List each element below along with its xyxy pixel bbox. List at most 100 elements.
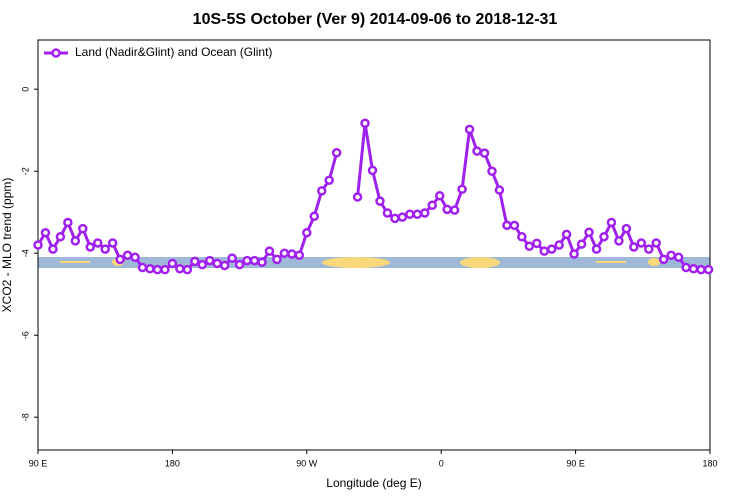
data-point [302,227,312,238]
data-point [658,254,669,265]
data-point [92,238,103,248]
legend-marker [51,48,61,58]
data-point [197,259,208,270]
data-point [532,238,542,249]
data-point [331,148,342,158]
data-point [673,252,684,263]
data-point [561,229,572,240]
data-point [48,244,58,254]
x-tick-label: 90 W [296,458,318,468]
data-point [367,165,378,176]
data-point [382,208,393,218]
data-point [554,240,564,250]
y-tick-label: -8 [20,413,30,421]
data-point [576,239,587,249]
data-point [375,196,385,206]
data-point [472,146,482,156]
data-point [182,264,193,275]
data-point [204,255,215,266]
data-point [666,250,676,260]
data-point [524,241,535,251]
data-point [63,217,73,228]
data-point [681,262,691,273]
data-point [479,148,490,158]
data-point [272,254,282,265]
data-point [115,254,125,265]
x-tick-label: 90 E [29,458,48,468]
data-point [546,244,557,254]
data-point [145,264,155,274]
y-tick-label: -2 [20,167,30,175]
data-point [294,250,305,260]
x-axis-label: Longitude (deg E) [326,476,421,490]
data-point [405,209,415,219]
data-point [264,246,275,256]
data-point [352,192,363,202]
data-point [242,255,252,266]
data-point [190,256,200,267]
data-point [257,257,267,267]
data-point [569,249,579,259]
data-point [55,232,66,242]
data-point [509,220,520,231]
data-point [427,200,437,210]
data-point [234,259,245,270]
data-point [390,213,400,224]
data-point [212,258,222,269]
data-point [316,186,327,196]
data-point [227,253,237,263]
data-point [591,244,602,254]
data-point [636,238,647,248]
data-point [130,252,140,263]
data-point [152,264,163,275]
data-point [442,204,452,215]
y-tick-label: 0 [20,87,30,92]
data-point [397,212,408,222]
x-tick-label: 0 [439,458,444,468]
data-point [644,244,654,254]
data-point [175,264,185,274]
x-tick-label: 180 [165,458,180,468]
data-point [100,244,110,254]
data-point [651,238,661,248]
x-tick-label: 180 [702,458,717,468]
y-axis-label: XCO2 - MLO trend (ppm) [0,178,14,313]
data-point [599,232,609,242]
data-point [696,264,706,275]
data-point [621,223,632,234]
data-point [412,209,423,219]
data-point [434,191,445,201]
data-point [449,205,460,215]
data-point [487,166,497,176]
data-point [85,242,96,252]
plot-frame [37,39,711,451]
data-point [464,124,475,135]
data-point [324,175,334,185]
data-point [517,232,527,242]
data-point [309,211,320,222]
y-tick-label: -6 [20,331,30,339]
data-point [606,217,617,228]
data-point [137,262,148,273]
data-point [287,249,297,259]
data-point [629,242,639,252]
data-point [502,220,512,231]
data-point [360,118,370,128]
data-point [494,185,505,195]
data-point [539,246,549,256]
data-point [420,208,430,218]
data-point [78,223,88,234]
data-point [70,236,81,246]
data-point [33,240,43,250]
data-point [457,184,467,194]
data-point [40,227,51,238]
x-tick-label: 90 E [566,458,585,468]
y-tick-label: -4 [20,249,30,257]
data-point [614,236,624,246]
data-point [107,238,118,248]
data-point [160,264,170,275]
data-point [703,264,714,275]
legend-label: Land (Nadir&Glint) and Ocean (Glint) [75,45,272,59]
data-point [584,227,594,238]
